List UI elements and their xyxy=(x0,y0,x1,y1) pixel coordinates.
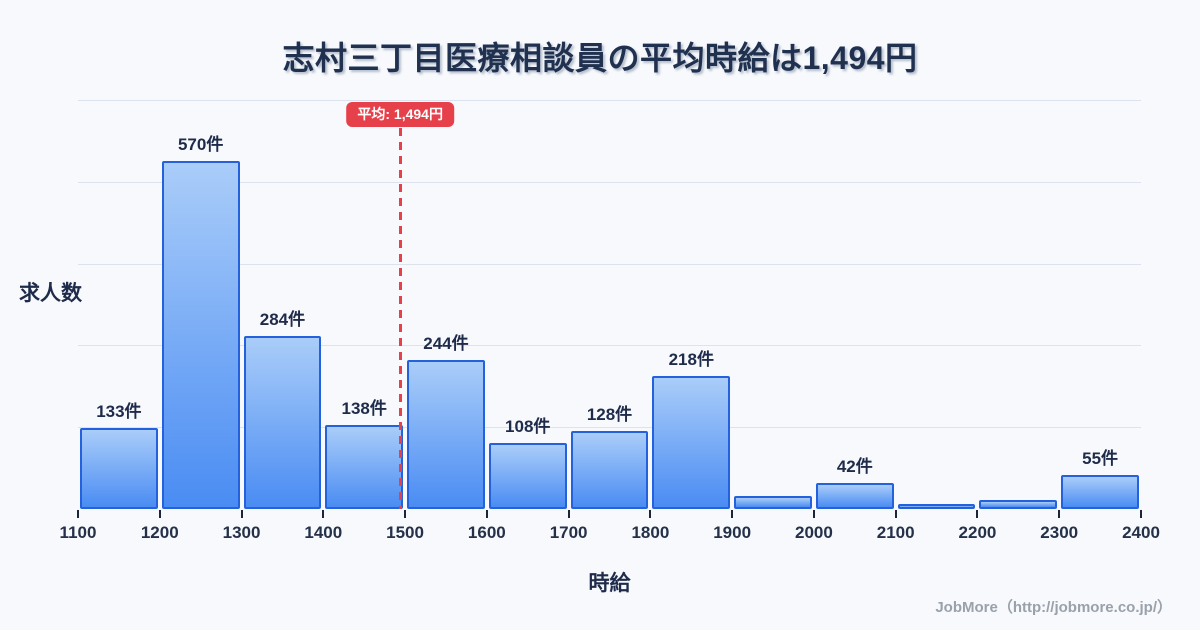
histogram-bar xyxy=(1061,475,1139,509)
gridline xyxy=(78,100,1141,101)
x-axis-tick-label: 2200 xyxy=(958,523,997,542)
x-axis-tick xyxy=(240,510,243,518)
bar-value-label: 138件 xyxy=(341,398,387,418)
x-axis-tick-label: 2100 xyxy=(876,523,915,542)
x-axis-tick xyxy=(567,510,570,518)
x-axis-tick-label: 1800 xyxy=(631,523,670,542)
x-axis-tick-label: 1500 xyxy=(386,523,424,542)
histogram-bar xyxy=(734,495,812,509)
bar-value-label: 244件 xyxy=(423,334,469,354)
x-axis-tick-label: 2400 xyxy=(1122,523,1160,542)
x-axis-tick xyxy=(485,510,488,518)
gridline xyxy=(78,345,1141,347)
bar-value-label: 108件 xyxy=(505,417,551,437)
histogram-bar xyxy=(488,443,567,509)
histogram-bar xyxy=(161,161,240,509)
bar-value-label: 570件 xyxy=(177,135,224,155)
bar-value-label: 55件 xyxy=(1082,449,1119,469)
x-axis-tick-label: 1300 xyxy=(222,523,261,542)
chart-title: 志村三丁目医療相談員の平均時給は1,494円 xyxy=(282,40,918,76)
x-axis-tick-label: 2000 xyxy=(795,523,833,542)
histogram-bar xyxy=(897,504,976,509)
x-axis-tick xyxy=(649,510,652,518)
x-axis-tick xyxy=(158,510,161,518)
bar-value-label: 42件 xyxy=(836,457,873,477)
x-axis-tick xyxy=(1140,510,1142,518)
histogram-bar xyxy=(407,360,485,509)
bar-value-label: 218件 xyxy=(668,349,714,369)
gridline xyxy=(78,427,1141,429)
x-axis-tick-label: 2300 xyxy=(1040,523,1079,542)
x-axis-label: 時給 xyxy=(588,572,631,595)
x-axis-tick-label: 1600 xyxy=(467,523,506,542)
histogram-bar xyxy=(243,335,322,509)
x-axis-tick xyxy=(976,510,979,518)
histogram-bar xyxy=(80,427,158,509)
bar-value-label: 128件 xyxy=(586,404,633,424)
footer-credit: JobMore（http://jobmore.co.jp/） xyxy=(935,599,1172,616)
histogram-bar xyxy=(570,430,649,509)
gridline xyxy=(78,263,1141,265)
x-axis-tick-label: 1700 xyxy=(549,523,588,542)
x-axis-tick xyxy=(812,510,815,518)
plot-area: 133件 570件 284件 138件 244件 108件 128件 218件 42件 55件 11… xyxy=(60,100,1160,542)
average-line xyxy=(398,128,402,509)
average-badge: 平均: 1,494円 xyxy=(346,102,454,127)
x-axis-tick xyxy=(77,510,79,518)
x-axis-tick-label: 1400 xyxy=(304,523,343,542)
histogram-bar xyxy=(979,499,1058,509)
gridline xyxy=(78,181,1141,183)
x-axis-tick xyxy=(1058,510,1061,518)
y-axis-label: 求人数 xyxy=(19,282,82,305)
x-axis-tick-label: 1200 xyxy=(140,523,179,542)
histogram-bar xyxy=(325,424,404,509)
x-axis-tick xyxy=(404,510,407,518)
histogram-bar xyxy=(815,483,894,509)
x-axis-tick-label: 1900 xyxy=(713,523,752,542)
x-axis-tick-label: 1100 xyxy=(59,523,97,542)
x-axis-tick xyxy=(322,510,325,518)
x-axis-tick xyxy=(731,510,734,518)
bar-value-label: 133件 xyxy=(96,401,142,421)
bar-value-label: 284件 xyxy=(259,309,306,329)
histogram-bar xyxy=(652,375,731,509)
x-axis-tick xyxy=(894,510,897,518)
